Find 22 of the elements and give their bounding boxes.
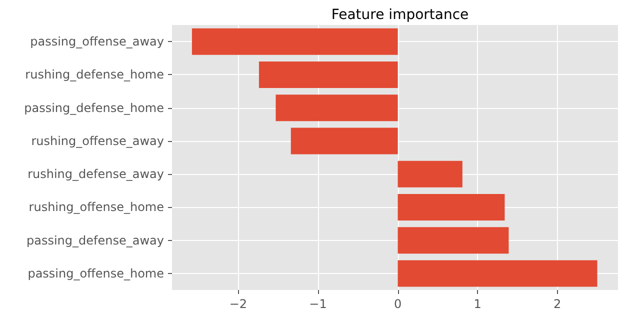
chart-title: Feature importance [331, 7, 469, 23]
y-tick-label: passing_offense_home [28, 266, 164, 280]
bar [398, 160, 462, 188]
x-tick-label: 2 [554, 297, 562, 311]
y-tick-label: rushing_defense_away [28, 167, 164, 182]
bar [192, 28, 398, 55]
x-tick-label: −2 [229, 297, 248, 311]
bar [398, 194, 505, 220]
x-tick-label: −1 [309, 297, 327, 311]
y-tick-label: rushing_offense_away [31, 134, 164, 148]
bar [398, 260, 598, 287]
y-tick-label: passing_defense_home [24, 100, 164, 115]
x-tick-label: 0 [394, 297, 402, 311]
x-tick-label: 1 [474, 297, 482, 311]
bar [290, 128, 398, 154]
y-tick-label: passing_offense_away [30, 34, 164, 49]
bar [276, 94, 398, 122]
y-tick-label: passing_defense_away [26, 233, 164, 248]
bar [398, 227, 509, 254]
y-tick-label: rushing_offense_home [28, 200, 164, 214]
y-tick-label: rushing_defense_home [25, 68, 164, 82]
bar [258, 61, 398, 88]
